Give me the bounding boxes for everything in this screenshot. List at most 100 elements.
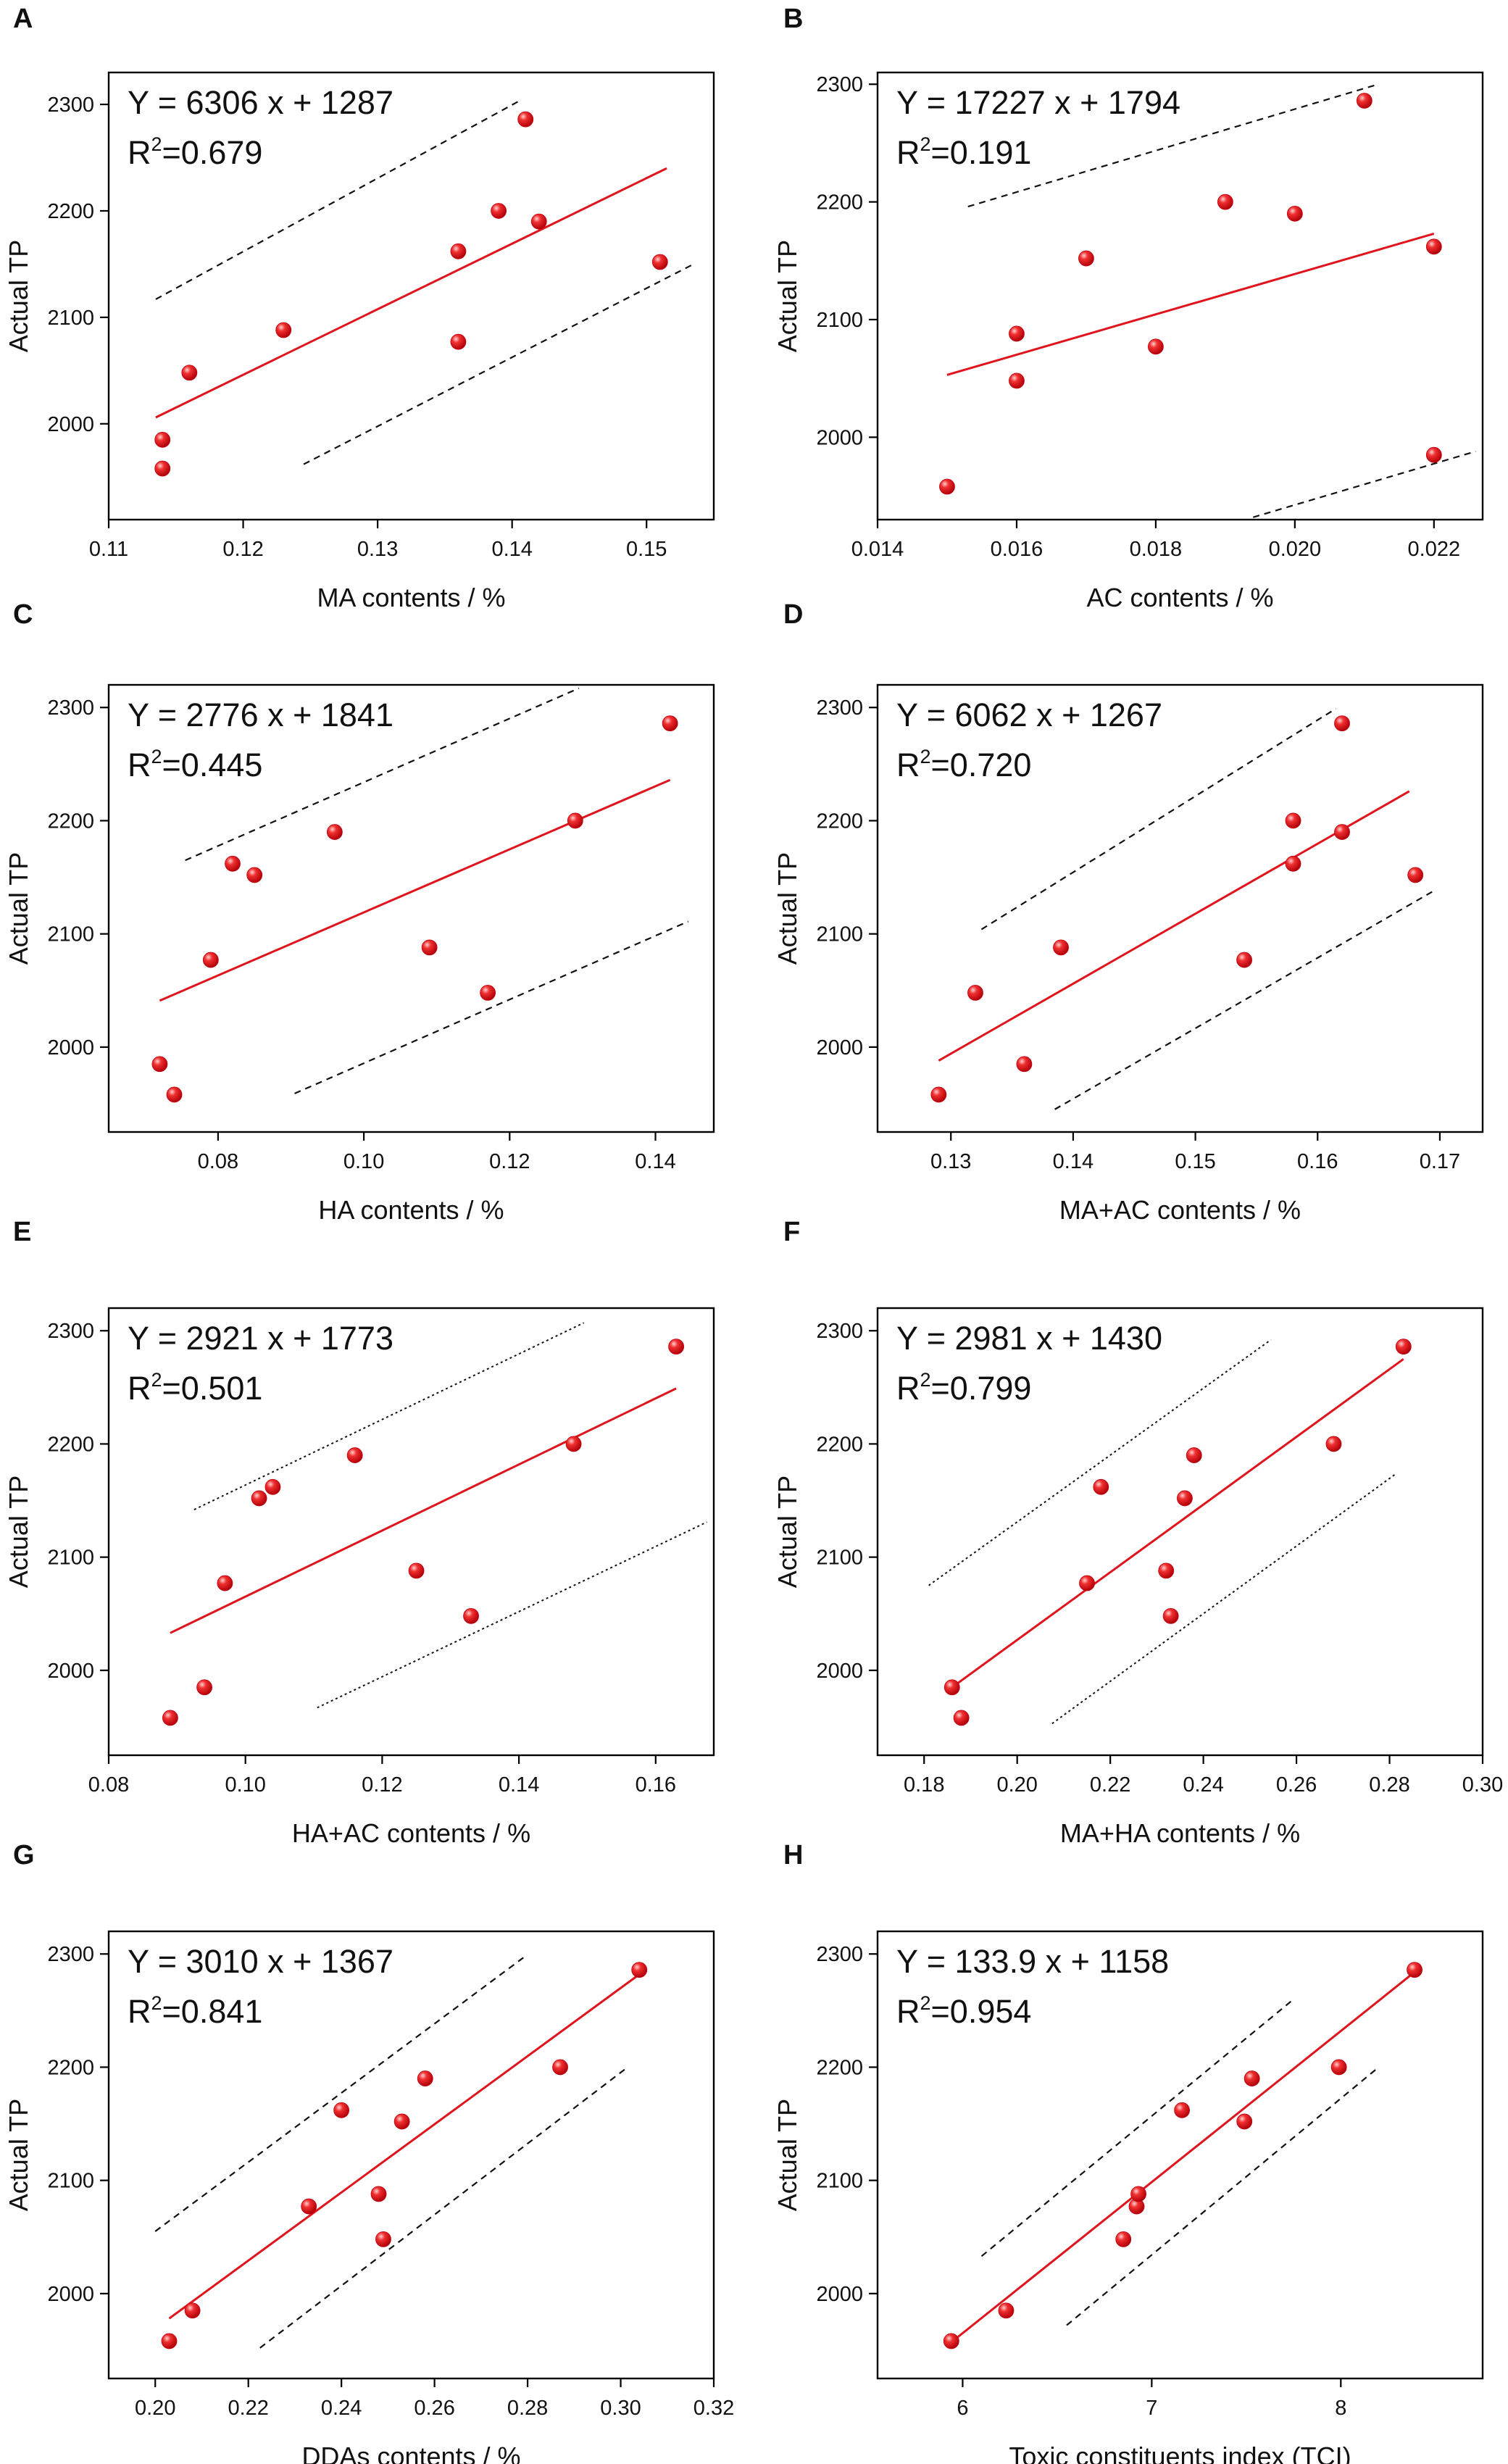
y-tick-label: 2200: [47, 200, 94, 223]
data-point-f-7: [1177, 1490, 1193, 1507]
panel-label: G: [13, 1840, 35, 1870]
x-tick-label: 0.28: [1369, 1773, 1409, 1797]
x-tick-label: 7: [1146, 2397, 1157, 2420]
data-point-c-4: [225, 855, 241, 872]
x-tick-label: 0.020: [1269, 538, 1322, 561]
y-axis-title: Actual TP: [772, 240, 802, 352]
plot-frame: [876, 1930, 1484, 2380]
upper-prediction-bound: [980, 1998, 1294, 2257]
r-squared-label: R2=0.720: [896, 746, 1031, 783]
data-point-g-4: [333, 2102, 350, 2118]
panel-c: C 0.08 0.10 0.12 0.14 2000 2100 2200 2300 HA cont…: [4, 599, 715, 1225]
x-axis-title: HA+AC contents / %: [292, 1818, 530, 1848]
data-point-c-7: [421, 939, 438, 956]
data-point-a-3: [181, 365, 198, 381]
data-point-a-9: [530, 213, 547, 230]
data-point-b-8: [1356, 93, 1372, 109]
plot-frame: [107, 683, 715, 1133]
data-point-g-9: [552, 2059, 568, 2076]
panel-label: E: [13, 1217, 31, 1247]
x-tick-label: 0.28: [507, 2397, 548, 2420]
x-tick-label: 0.14: [491, 538, 532, 561]
plot-frame: [107, 71, 715, 521]
data-point-h-3: [1115, 2231, 1132, 2247]
y-tick-label: 2100: [47, 2170, 94, 2193]
x-axis-title: MA contents / %: [317, 583, 505, 612]
lower-prediction-bound: [1066, 2066, 1380, 2326]
data-point-e-2: [196, 1679, 212, 1696]
data-point-a-2: [154, 431, 171, 448]
data-point-a-7: [491, 203, 507, 219]
data-point-f-6: [1162, 1607, 1179, 1624]
data-point-g-8: [417, 2070, 433, 2086]
x-tick-label: 0.26: [414, 2397, 454, 2420]
data-point-b-10: [1425, 446, 1442, 463]
regression-equation: Y = 3010 x + 1367: [128, 1943, 393, 1980]
upper-prediction-bound: [980, 707, 1337, 931]
y-tick-label: 2000: [47, 2283, 94, 2306]
data-point-g-6: [375, 2231, 391, 2247]
x-tick-label: 0.20: [996, 1773, 1037, 1797]
lower-prediction-bound: [303, 263, 694, 465]
upper-prediction-bound: [155, 100, 520, 300]
y-tick-label: 2200: [47, 809, 94, 833]
data-point-g-5: [370, 2186, 387, 2202]
data-point-d-3: [1016, 1056, 1033, 1073]
data-point-g-1: [161, 2333, 178, 2349]
x-tick-label: 0.12: [362, 1773, 402, 1797]
x-tick-label: 0.014: [851, 538, 904, 561]
data-point-a-10: [651, 254, 668, 270]
panel-label: D: [783, 599, 803, 630]
x-tick-label: 0.16: [1297, 1150, 1338, 1173]
y-tick-label: 2300: [816, 1320, 863, 1343]
data-point-e-7: [408, 1562, 425, 1579]
y-tick-label: 2000: [47, 1036, 94, 1060]
panel-label: A: [13, 4, 33, 34]
y-tick-label: 2000: [47, 413, 94, 436]
data-point-a-5: [450, 333, 467, 350]
data-point-h-9: [1330, 2059, 1347, 2076]
x-tick-label: 0.016: [991, 538, 1043, 561]
data-point-b-3: [1009, 325, 1025, 342]
data-point-e-9: [565, 1436, 582, 1452]
panel-label: C: [13, 599, 33, 630]
x-axis-title: Toxic constituents index (TCI): [1009, 2442, 1351, 2464]
y-tick-label: 2100: [47, 1547, 94, 1570]
y-tick-label: 2000: [816, 1660, 863, 1683]
y-axis-title: Actual TP: [4, 240, 33, 352]
lower-prediction-bound: [1252, 450, 1476, 518]
upper-prediction-bound: [193, 1322, 585, 1510]
data-point-h-1: [943, 2333, 959, 2349]
data-point-f-10: [1395, 1339, 1412, 1355]
y-tick-label: 2300: [816, 1943, 863, 1966]
data-point-h-6: [1174, 2102, 1191, 2118]
x-tick-label: 0.24: [1183, 1773, 1223, 1797]
panel-a: A 0.11 0.12 0.13 0.14 0.15 2000 2100 2200 2300 MA …: [4, 4, 715, 612]
y-tick-label: 2200: [816, 2056, 863, 2079]
data-point-c-6: [326, 824, 343, 840]
y-tick-label: 2300: [47, 1320, 94, 1343]
x-tick-label: 0.18: [904, 1773, 944, 1797]
x-tick-label: 0.30: [1462, 1773, 1503, 1797]
data-point-c-9: [567, 812, 583, 829]
x-axis-title: AC contents / %: [1086, 583, 1273, 612]
data-point-f-1: [943, 1679, 960, 1696]
x-axis-title: MA+AC contents / %: [1059, 1195, 1301, 1225]
regression-equation: Y = 2981 x + 1430: [896, 1320, 1162, 1357]
data-point-h-8: [1244, 2070, 1260, 2086]
x-tick-label: 0.12: [222, 538, 263, 561]
regression-line: [946, 233, 1435, 376]
data-point-c-1: [151, 1056, 168, 1073]
plot-frame: [107, 1307, 715, 1757]
r-squared-label: R2=0.799: [896, 1369, 1031, 1407]
regression-line: [951, 1358, 1404, 1689]
plot-frame: [876, 71, 1484, 521]
panel-h: H 6 7 8 2000 2100 2200 2300 Toxic constituents i…: [772, 1840, 1484, 2464]
data-point-d-2: [967, 984, 983, 1001]
panel-e: E 0.08 0.10 0.12 0.14 0.16 2000 2100 2200 2300 HA+…: [4, 1217, 715, 1848]
y-axis-title: Actual TP: [772, 1476, 802, 1588]
x-tick-label: 8: [1335, 2397, 1346, 2420]
y-tick-label: 2000: [816, 426, 863, 449]
data-point-h-5: [1130, 2186, 1146, 2202]
data-point-g-7: [393, 2113, 410, 2130]
